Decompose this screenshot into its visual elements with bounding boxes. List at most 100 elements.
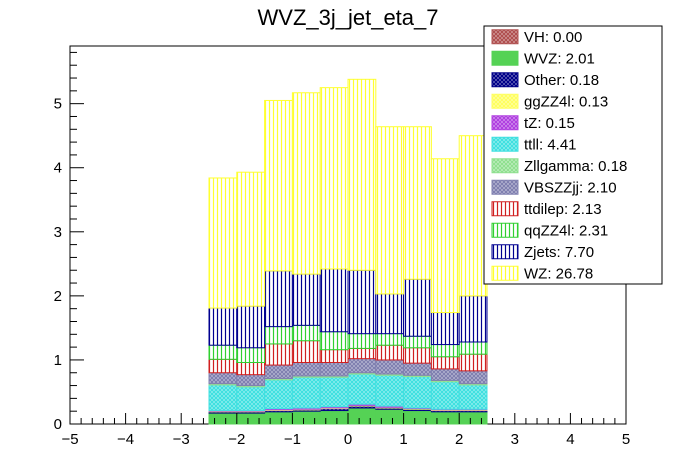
legend-label: WZ: 26.78 bbox=[524, 265, 593, 282]
bar-wvz-bin-4 bbox=[319, 410, 349, 425]
bar-qqzz4l-bin-0 bbox=[208, 344, 238, 360]
bar-wvz-bin-7 bbox=[403, 410, 432, 425]
legend: VH: 0.00 WVZ: 2.01 Other: 0.18 ggZZ4l: 0.13… bbox=[483, 25, 663, 285]
bar-ttll-bin-4 bbox=[319, 376, 349, 408]
bar-ttdilep-bin-3 bbox=[291, 340, 321, 363]
bar-qqzz4l-bin-1 bbox=[236, 347, 266, 363]
legend-label: qqZZ4l: 2.31 bbox=[524, 222, 608, 239]
legend-label: Zjets: 7.70 bbox=[524, 244, 594, 261]
bar-qqzz4l-bin-4 bbox=[319, 331, 349, 351]
series-wz bbox=[208, 78, 488, 314]
bar-vbszzjj-bin-1 bbox=[236, 374, 266, 387]
bar-wz-bin-7 bbox=[403, 126, 432, 280]
bar-ttll-bin-8 bbox=[430, 381, 460, 410]
bar-ttll-bin-5 bbox=[347, 373, 377, 405]
bar-ttll-bin-9 bbox=[458, 384, 488, 410]
x-tick-label: −4 bbox=[117, 431, 134, 448]
x-tick-label: 3 bbox=[511, 431, 519, 448]
bar-ttll-bin-2 bbox=[264, 379, 293, 410]
legend-entry-qqzz4l: qqZZ4l: 2.31 bbox=[491, 222, 608, 239]
bar-wvz-bin-9 bbox=[458, 411, 488, 425]
legend-label: VH: 0.00 bbox=[524, 29, 582, 46]
bar-ttdilep-bin-0 bbox=[208, 358, 238, 374]
bar-ttdilep-bin-7 bbox=[403, 347, 432, 364]
bar-zjets-bin-3 bbox=[291, 273, 321, 326]
bar-ttdilep-bin-9 bbox=[458, 353, 488, 372]
legend-entry-vh: VH: 0.00 bbox=[491, 29, 582, 46]
series-ttll bbox=[208, 373, 488, 412]
legend-swatch bbox=[491, 50, 519, 66]
bar-wvz-bin-5 bbox=[347, 407, 377, 425]
legend-entry-wvz: WVZ: 2.01 bbox=[491, 50, 595, 67]
x-tick-label: 0 bbox=[344, 431, 352, 448]
bar-ttll-bin-1 bbox=[236, 386, 266, 412]
bar-ttdilep-bin-8 bbox=[430, 356, 460, 370]
legend-entry-zjets: Zjets: 7.70 bbox=[491, 244, 594, 261]
legend-entry-other: Other: 0.18 bbox=[491, 72, 599, 89]
bar-wz-bin-2 bbox=[264, 99, 293, 272]
bar-vbszzjj-bin-7 bbox=[403, 362, 432, 376]
y-tick-label: 0 bbox=[54, 416, 62, 433]
bar-wz-bin-4 bbox=[319, 87, 349, 270]
y-tick-label: 1 bbox=[54, 352, 62, 369]
bar-ttll-bin-7 bbox=[403, 376, 432, 409]
legend-swatch bbox=[491, 265, 519, 281]
legend-label: tZ: 0.15 bbox=[524, 115, 575, 132]
legend-entry-wz: WZ: 26.78 bbox=[491, 265, 593, 282]
bar-zjets-bin-9 bbox=[458, 295, 488, 343]
bar-vbszzjj-bin-8 bbox=[430, 368, 460, 381]
x-tick-label: 5 bbox=[622, 431, 630, 448]
bar-qqzz4l-bin-8 bbox=[430, 344, 460, 358]
bar-vbszzjj-bin-5 bbox=[347, 358, 377, 374]
y-tick-label: 2 bbox=[54, 288, 62, 305]
bar-ttdilep-bin-5 bbox=[347, 347, 377, 360]
legend-swatch bbox=[491, 158, 519, 174]
bar-ttdilep-bin-2 bbox=[264, 343, 293, 366]
legend-label: Other: 0.18 bbox=[524, 72, 599, 89]
legend-swatch bbox=[491, 72, 519, 88]
legend-swatch bbox=[491, 201, 519, 217]
x-tick-label: 4 bbox=[566, 431, 574, 448]
legend-label: WVZ: 2.01 bbox=[524, 50, 595, 67]
bar-zjets-bin-8 bbox=[430, 312, 460, 346]
bar-vbszzjj-bin-0 bbox=[208, 372, 238, 385]
bar-qqzz4l-bin-3 bbox=[291, 324, 321, 342]
x-tick-label: −5 bbox=[61, 431, 78, 448]
legend-label: ttdilep: 2.13 bbox=[524, 201, 602, 218]
legend-swatch bbox=[491, 115, 519, 131]
bar-ttdilep-bin-4 bbox=[319, 349, 349, 363]
axes-layer: −5 −4 −3 −2 −1 0 1 2 3 4 5 0 1 2 3 4 5 bbox=[54, 51, 630, 448]
bar-zjets-bin-6 bbox=[375, 293, 405, 335]
bar-wz-bin-8 bbox=[430, 158, 460, 314]
x-tick-label: 1 bbox=[399, 431, 407, 448]
bar-zjets-bin-0 bbox=[208, 307, 238, 346]
series-wvz bbox=[208, 407, 488, 425]
y-tick-label: 4 bbox=[54, 160, 62, 177]
bar-zjets-bin-5 bbox=[347, 269, 377, 335]
bar-zjets-bin-4 bbox=[319, 268, 349, 333]
bar-wvz-bin-1 bbox=[236, 412, 266, 425]
legend-swatch bbox=[491, 93, 519, 109]
legend-label: ttll: 4.41 bbox=[524, 136, 577, 153]
bar-ttll-bin-6 bbox=[375, 374, 405, 407]
bar-qqzz4l-bin-9 bbox=[458, 341, 488, 355]
legend-swatch bbox=[491, 136, 519, 152]
bar-zjets-bin-1 bbox=[236, 305, 266, 349]
bars-layer bbox=[208, 78, 488, 425]
x-tick-label: −1 bbox=[284, 431, 301, 448]
legend-box bbox=[483, 25, 663, 285]
legend-entry-ttdilep: ttdilep: 2.13 bbox=[491, 201, 602, 218]
chart-title: WVZ_3j_jet_eta_7 bbox=[258, 5, 439, 30]
bar-wz-bin-3 bbox=[291, 92, 321, 275]
x-tick-label: 2 bbox=[455, 431, 463, 448]
bar-vbszzjj-bin-6 bbox=[375, 359, 405, 375]
y-tick-label: 3 bbox=[54, 224, 62, 241]
bar-wvz-bin-3 bbox=[291, 410, 321, 425]
bar-qqzz4l-bin-7 bbox=[403, 335, 432, 349]
bar-zjets-bin-2 bbox=[264, 270, 293, 328]
x-tick-label: −2 bbox=[228, 431, 245, 448]
bar-ttll-bin-0 bbox=[208, 384, 238, 412]
legend-swatch bbox=[491, 179, 519, 195]
legend-swatch bbox=[491, 222, 519, 238]
